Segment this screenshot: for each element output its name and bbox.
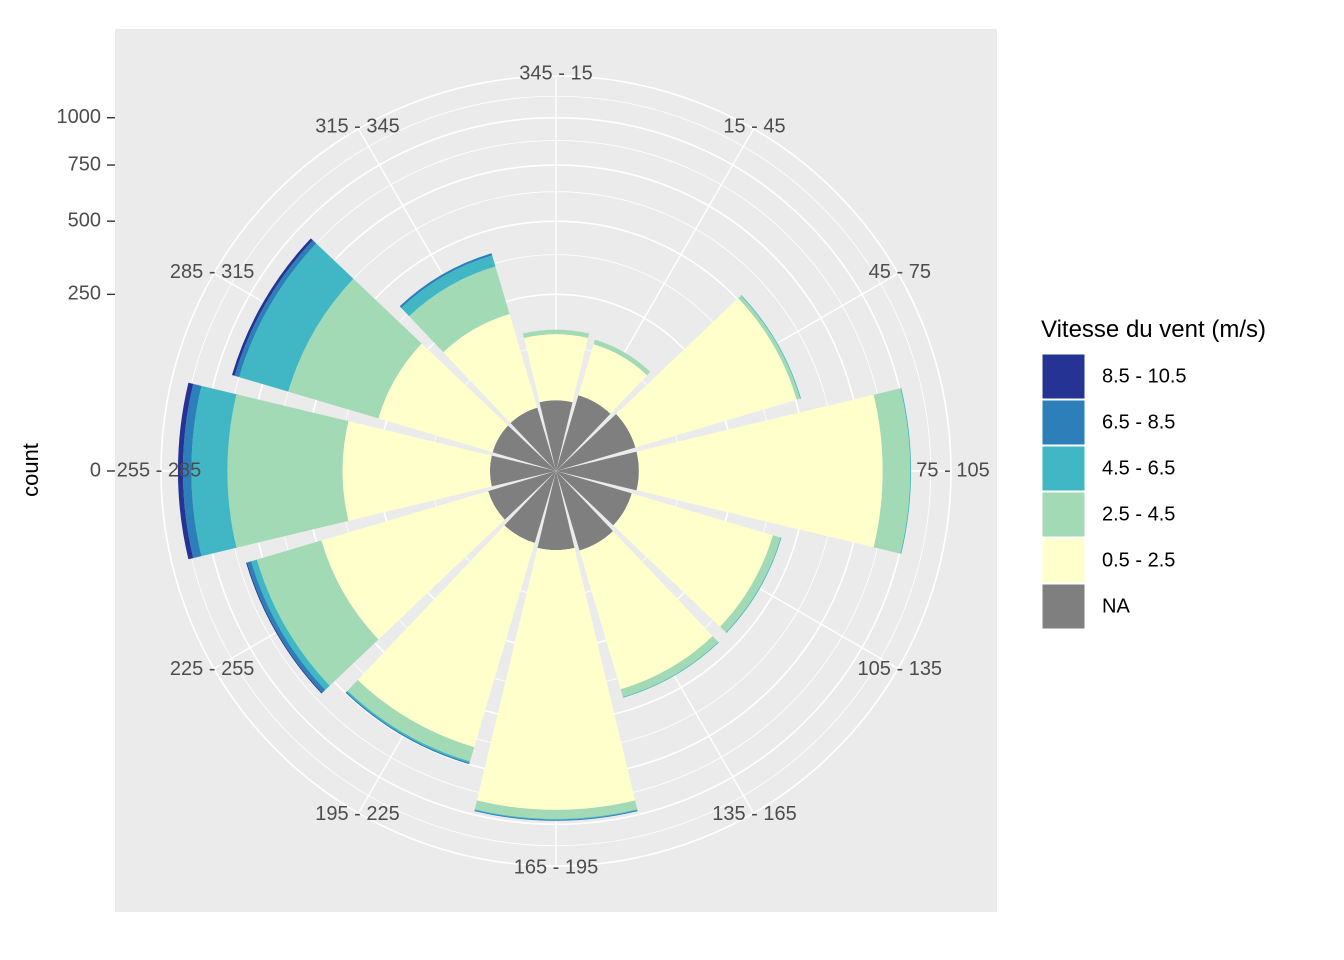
bar-segment bbox=[578, 344, 647, 414]
bar-segment bbox=[347, 679, 475, 762]
bar-segment bbox=[256, 540, 379, 686]
bar-segment bbox=[556, 451, 639, 491]
bar-segment bbox=[613, 493, 773, 627]
bar-segment bbox=[401, 255, 496, 317]
bar-segment bbox=[504, 471, 556, 543]
direction-label: 105 - 135 bbox=[858, 658, 943, 680]
bar-segment bbox=[556, 471, 614, 551]
bar-segment bbox=[489, 455, 556, 487]
direction-label: 195 - 225 bbox=[315, 803, 400, 825]
direction-label: 135 - 165 bbox=[712, 803, 797, 825]
direction-label: 255 - 285 bbox=[117, 459, 202, 481]
bar-segment bbox=[524, 334, 588, 403]
legend-key bbox=[1041, 353, 1086, 400]
bar-segment bbox=[720, 535, 781, 633]
bar-segment bbox=[900, 388, 912, 554]
bars-layer bbox=[177, 238, 912, 821]
y-axis: 0 250 500 750 1000 bbox=[57, 106, 115, 481]
legend-label: 6.5 - 8.5 bbox=[1102, 411, 1175, 433]
y-tick-label: 1000 bbox=[57, 106, 102, 128]
bar-segment bbox=[474, 809, 638, 820]
bar-segment bbox=[476, 547, 636, 810]
y-tick-label: 500 bbox=[68, 209, 101, 231]
y-axis-title: count bbox=[18, 443, 43, 497]
legend-label: 2.5 - 4.5 bbox=[1102, 503, 1175, 525]
bar-segment bbox=[873, 388, 911, 554]
y-tick-label: 750 bbox=[68, 153, 101, 175]
bar-segment bbox=[321, 491, 505, 640]
legend-label: 4.5 - 6.5 bbox=[1102, 457, 1175, 479]
bar-segment bbox=[636, 394, 883, 548]
bar-segment bbox=[234, 240, 317, 378]
direction-label: 45 - 75 bbox=[869, 261, 931, 283]
bar-segment bbox=[556, 413, 636, 471]
bar-segment bbox=[523, 329, 589, 338]
bar-segment bbox=[738, 295, 801, 400]
bar-segment bbox=[537, 471, 575, 550]
bar-segment bbox=[227, 394, 349, 548]
bar-segment bbox=[579, 531, 713, 690]
bar-segment bbox=[556, 395, 611, 471]
bar-segment bbox=[409, 266, 510, 353]
bar-segment bbox=[556, 471, 632, 526]
bar-segment bbox=[510, 407, 556, 471]
bar-segment bbox=[539, 400, 573, 471]
bar-segment bbox=[616, 298, 797, 448]
legend-key bbox=[1041, 399, 1086, 446]
direction-label: 15 - 45 bbox=[723, 115, 785, 137]
direction-label: 315 - 345 bbox=[315, 115, 400, 137]
legend-key bbox=[1041, 537, 1086, 584]
direction-label: 225 - 255 bbox=[170, 658, 255, 680]
bar-segment bbox=[492, 425, 556, 471]
direction-label: 285 - 315 bbox=[170, 261, 255, 283]
bar-segment bbox=[474, 810, 638, 821]
legend-key bbox=[1041, 583, 1086, 630]
y-tick-label: 250 bbox=[68, 283, 101, 305]
legend-key bbox=[1041, 445, 1086, 492]
direction-label: 345 - 15 bbox=[519, 62, 592, 84]
direction-labels: 345 - 15 15 - 45 45 - 75 75 - 105 105 - 135 1… bbox=[117, 62, 990, 878]
legend-title: Vitesse du vent (m/s) bbox=[1041, 316, 1266, 343]
bar-segment bbox=[288, 278, 422, 419]
y-tick-label: 0 bbox=[90, 459, 101, 481]
direction-label: 165 - 195 bbox=[514, 856, 599, 878]
bar-segment bbox=[593, 339, 651, 376]
bar-segment bbox=[247, 561, 326, 693]
direction-label: 75 - 105 bbox=[916, 459, 989, 481]
legend-key bbox=[1041, 491, 1086, 538]
bar-segment bbox=[443, 313, 538, 424]
bar-segment bbox=[177, 382, 194, 560]
bar-segment bbox=[474, 800, 638, 819]
bar-segment bbox=[357, 525, 535, 748]
bar-segment bbox=[620, 636, 719, 697]
bar-segment bbox=[251, 559, 330, 690]
bar-segment bbox=[191, 385, 237, 557]
bar-segment bbox=[182, 383, 202, 559]
bar-segment bbox=[488, 471, 556, 520]
bar-segment bbox=[239, 243, 354, 392]
legend-label: 8.5 - 10.5 bbox=[1102, 365, 1187, 387]
bar-segment bbox=[342, 421, 492, 521]
legend: Vitesse du vent (m/s) 8.5 - 10.5 6.5 - 8.… bbox=[1041, 316, 1266, 630]
legend-label: 0.5 - 2.5 bbox=[1102, 549, 1175, 571]
bar-segment bbox=[378, 343, 509, 453]
legend-label: NA bbox=[1102, 595, 1130, 617]
